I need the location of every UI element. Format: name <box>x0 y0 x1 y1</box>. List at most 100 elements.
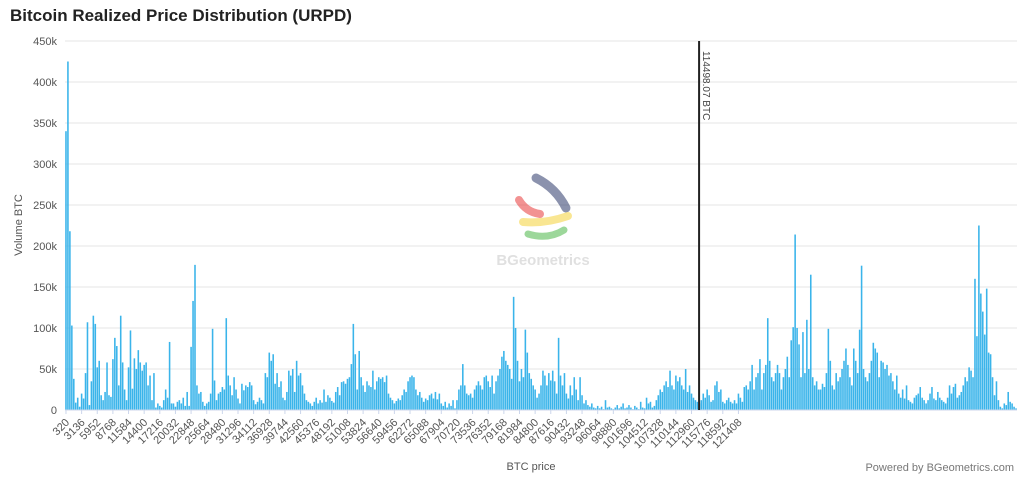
bar[interactable] <box>288 370 290 410</box>
bar[interactable] <box>299 373 302 410</box>
bar[interactable] <box>573 377 576 410</box>
bar[interactable] <box>952 387 955 410</box>
bar[interactable] <box>520 369 523 410</box>
bar[interactable] <box>203 405 206 410</box>
bar[interactable] <box>256 401 259 410</box>
bar[interactable] <box>368 385 370 410</box>
bar[interactable] <box>106 362 108 410</box>
bar[interactable] <box>92 315 95 410</box>
bar[interactable] <box>121 362 124 410</box>
bar[interactable] <box>157 403 159 410</box>
bar[interactable] <box>903 398 906 410</box>
bar[interactable] <box>696 401 699 410</box>
bar[interactable] <box>301 385 304 410</box>
bar[interactable] <box>362 385 364 410</box>
bar[interactable] <box>655 400 658 410</box>
bar[interactable] <box>1009 401 1011 410</box>
bar[interactable] <box>409 377 411 410</box>
bar[interactable] <box>530 378 533 410</box>
bar[interactable] <box>278 387 280 410</box>
bar[interactable] <box>766 318 769 410</box>
bar[interactable] <box>643 408 646 410</box>
bar[interactable] <box>333 402 335 410</box>
bar[interactable] <box>559 375 562 410</box>
bar[interactable] <box>980 293 982 410</box>
bar[interactable] <box>379 378 382 410</box>
bar[interactable] <box>440 403 443 410</box>
bar[interactable] <box>641 407 644 410</box>
bar[interactable] <box>604 400 607 410</box>
bar[interactable] <box>338 395 341 410</box>
bar[interactable] <box>137 350 140 410</box>
bar[interactable] <box>532 385 534 410</box>
bar[interactable] <box>135 369 138 410</box>
bar[interactable] <box>270 360 273 410</box>
bar[interactable] <box>847 364 849 410</box>
bar[interactable] <box>723 403 726 410</box>
bar[interactable] <box>852 348 855 411</box>
bar[interactable] <box>804 373 806 410</box>
bar[interactable] <box>735 403 738 410</box>
bar[interactable] <box>870 360 873 410</box>
bar[interactable] <box>919 387 922 410</box>
bar[interactable] <box>753 389 755 411</box>
bar[interactable] <box>745 385 748 410</box>
bar[interactable] <box>596 405 599 410</box>
bar[interactable] <box>802 332 804 410</box>
bar[interactable] <box>815 381 818 410</box>
bar[interactable] <box>426 400 429 410</box>
bar[interactable] <box>942 401 945 410</box>
bar[interactable] <box>401 395 403 410</box>
bar[interactable] <box>565 393 568 410</box>
bar[interactable] <box>931 387 933 410</box>
bar[interactable] <box>207 401 210 410</box>
bar[interactable] <box>950 393 953 410</box>
bar[interactable] <box>327 395 329 410</box>
bar[interactable] <box>94 323 97 410</box>
bar[interactable] <box>985 288 988 410</box>
bar[interactable] <box>616 405 619 410</box>
bar[interactable] <box>372 370 374 410</box>
bar[interactable] <box>456 400 458 410</box>
bar[interactable] <box>794 234 796 410</box>
bar[interactable] <box>487 381 490 410</box>
bar[interactable] <box>307 401 310 410</box>
bar[interactable] <box>692 397 695 410</box>
bar[interactable] <box>383 382 386 410</box>
bar[interactable] <box>411 375 413 410</box>
bar[interactable] <box>712 400 714 410</box>
bar[interactable] <box>166 397 169 410</box>
bar[interactable] <box>172 403 175 410</box>
bar[interactable] <box>892 381 894 410</box>
bar[interactable] <box>937 391 939 410</box>
bar[interactable] <box>65 131 67 410</box>
bar[interactable] <box>178 400 181 410</box>
bar[interactable] <box>1007 391 1009 410</box>
bar[interactable] <box>845 348 847 411</box>
bar[interactable] <box>329 397 331 410</box>
bar[interactable] <box>417 395 419 410</box>
bar[interactable] <box>718 391 720 410</box>
bar[interactable] <box>886 364 888 410</box>
bar[interactable] <box>884 369 886 410</box>
bar[interactable] <box>485 375 488 410</box>
bar[interactable] <box>323 389 325 411</box>
bar[interactable] <box>90 381 93 410</box>
bar[interactable] <box>221 387 224 410</box>
bar[interactable] <box>759 359 761 410</box>
bar[interactable] <box>407 381 409 410</box>
bar[interactable] <box>825 373 828 410</box>
bar[interactable] <box>966 381 968 410</box>
bar[interactable] <box>706 389 708 411</box>
bar[interactable] <box>276 373 278 410</box>
bar[interactable] <box>108 395 110 410</box>
bar[interactable] <box>217 393 220 410</box>
bar[interactable] <box>722 401 724 410</box>
bar[interactable] <box>982 311 984 410</box>
bar[interactable] <box>634 405 636 410</box>
bar[interactable] <box>864 377 867 410</box>
bar[interactable] <box>319 400 321 410</box>
bar[interactable] <box>968 367 970 410</box>
bar[interactable] <box>495 381 497 410</box>
bar[interactable] <box>622 403 624 410</box>
